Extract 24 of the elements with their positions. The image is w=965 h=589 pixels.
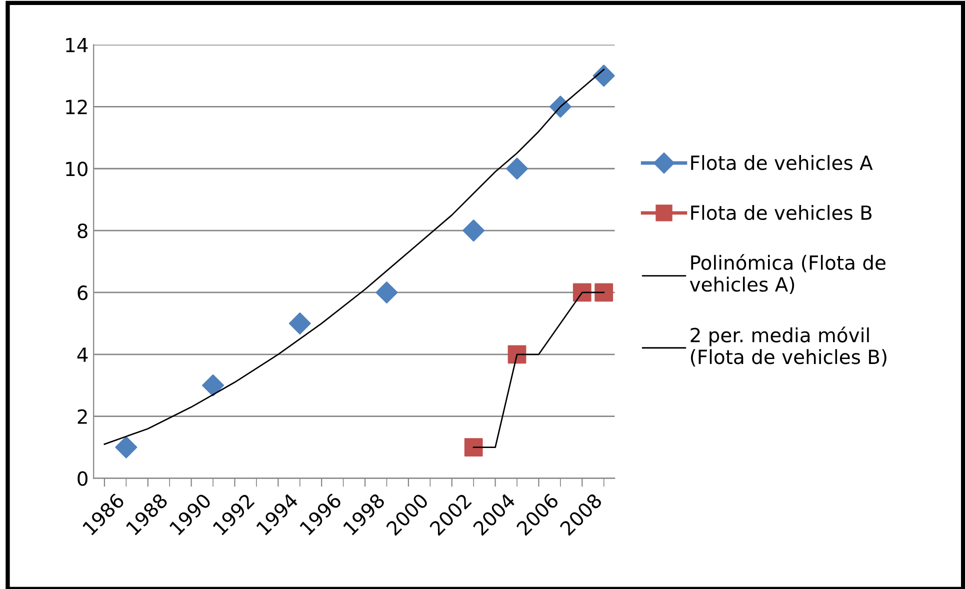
point xyxy=(288,312,311,334)
point xyxy=(464,438,483,457)
y-tick-label: 12 xyxy=(66,100,87,114)
legend-label: 2 per. media móvil (Flota de vehicles B) xyxy=(690,326,886,367)
point xyxy=(549,96,572,118)
y-tick-label: 8 xyxy=(78,224,88,238)
point xyxy=(506,158,528,180)
point xyxy=(376,281,398,304)
y-tick-label: 4 xyxy=(77,348,88,362)
point xyxy=(462,220,485,242)
point xyxy=(202,374,224,396)
point xyxy=(592,64,615,87)
legend-label: Flota de vehicles A xyxy=(691,155,873,170)
legend-label: Flota de vehicles B xyxy=(691,204,872,220)
legend-label: Polinómica (Flota de vehicles A) xyxy=(690,254,886,294)
point xyxy=(508,345,526,364)
y-tick-label: 6 xyxy=(78,285,88,300)
point xyxy=(572,283,592,302)
y-tick-label: 14 xyxy=(66,38,88,52)
y-tick-label: 0 xyxy=(78,471,88,486)
y-tick-label: 2 xyxy=(78,409,87,424)
point xyxy=(594,283,614,302)
point xyxy=(115,436,138,458)
y-tick-label: 10 xyxy=(66,162,88,176)
